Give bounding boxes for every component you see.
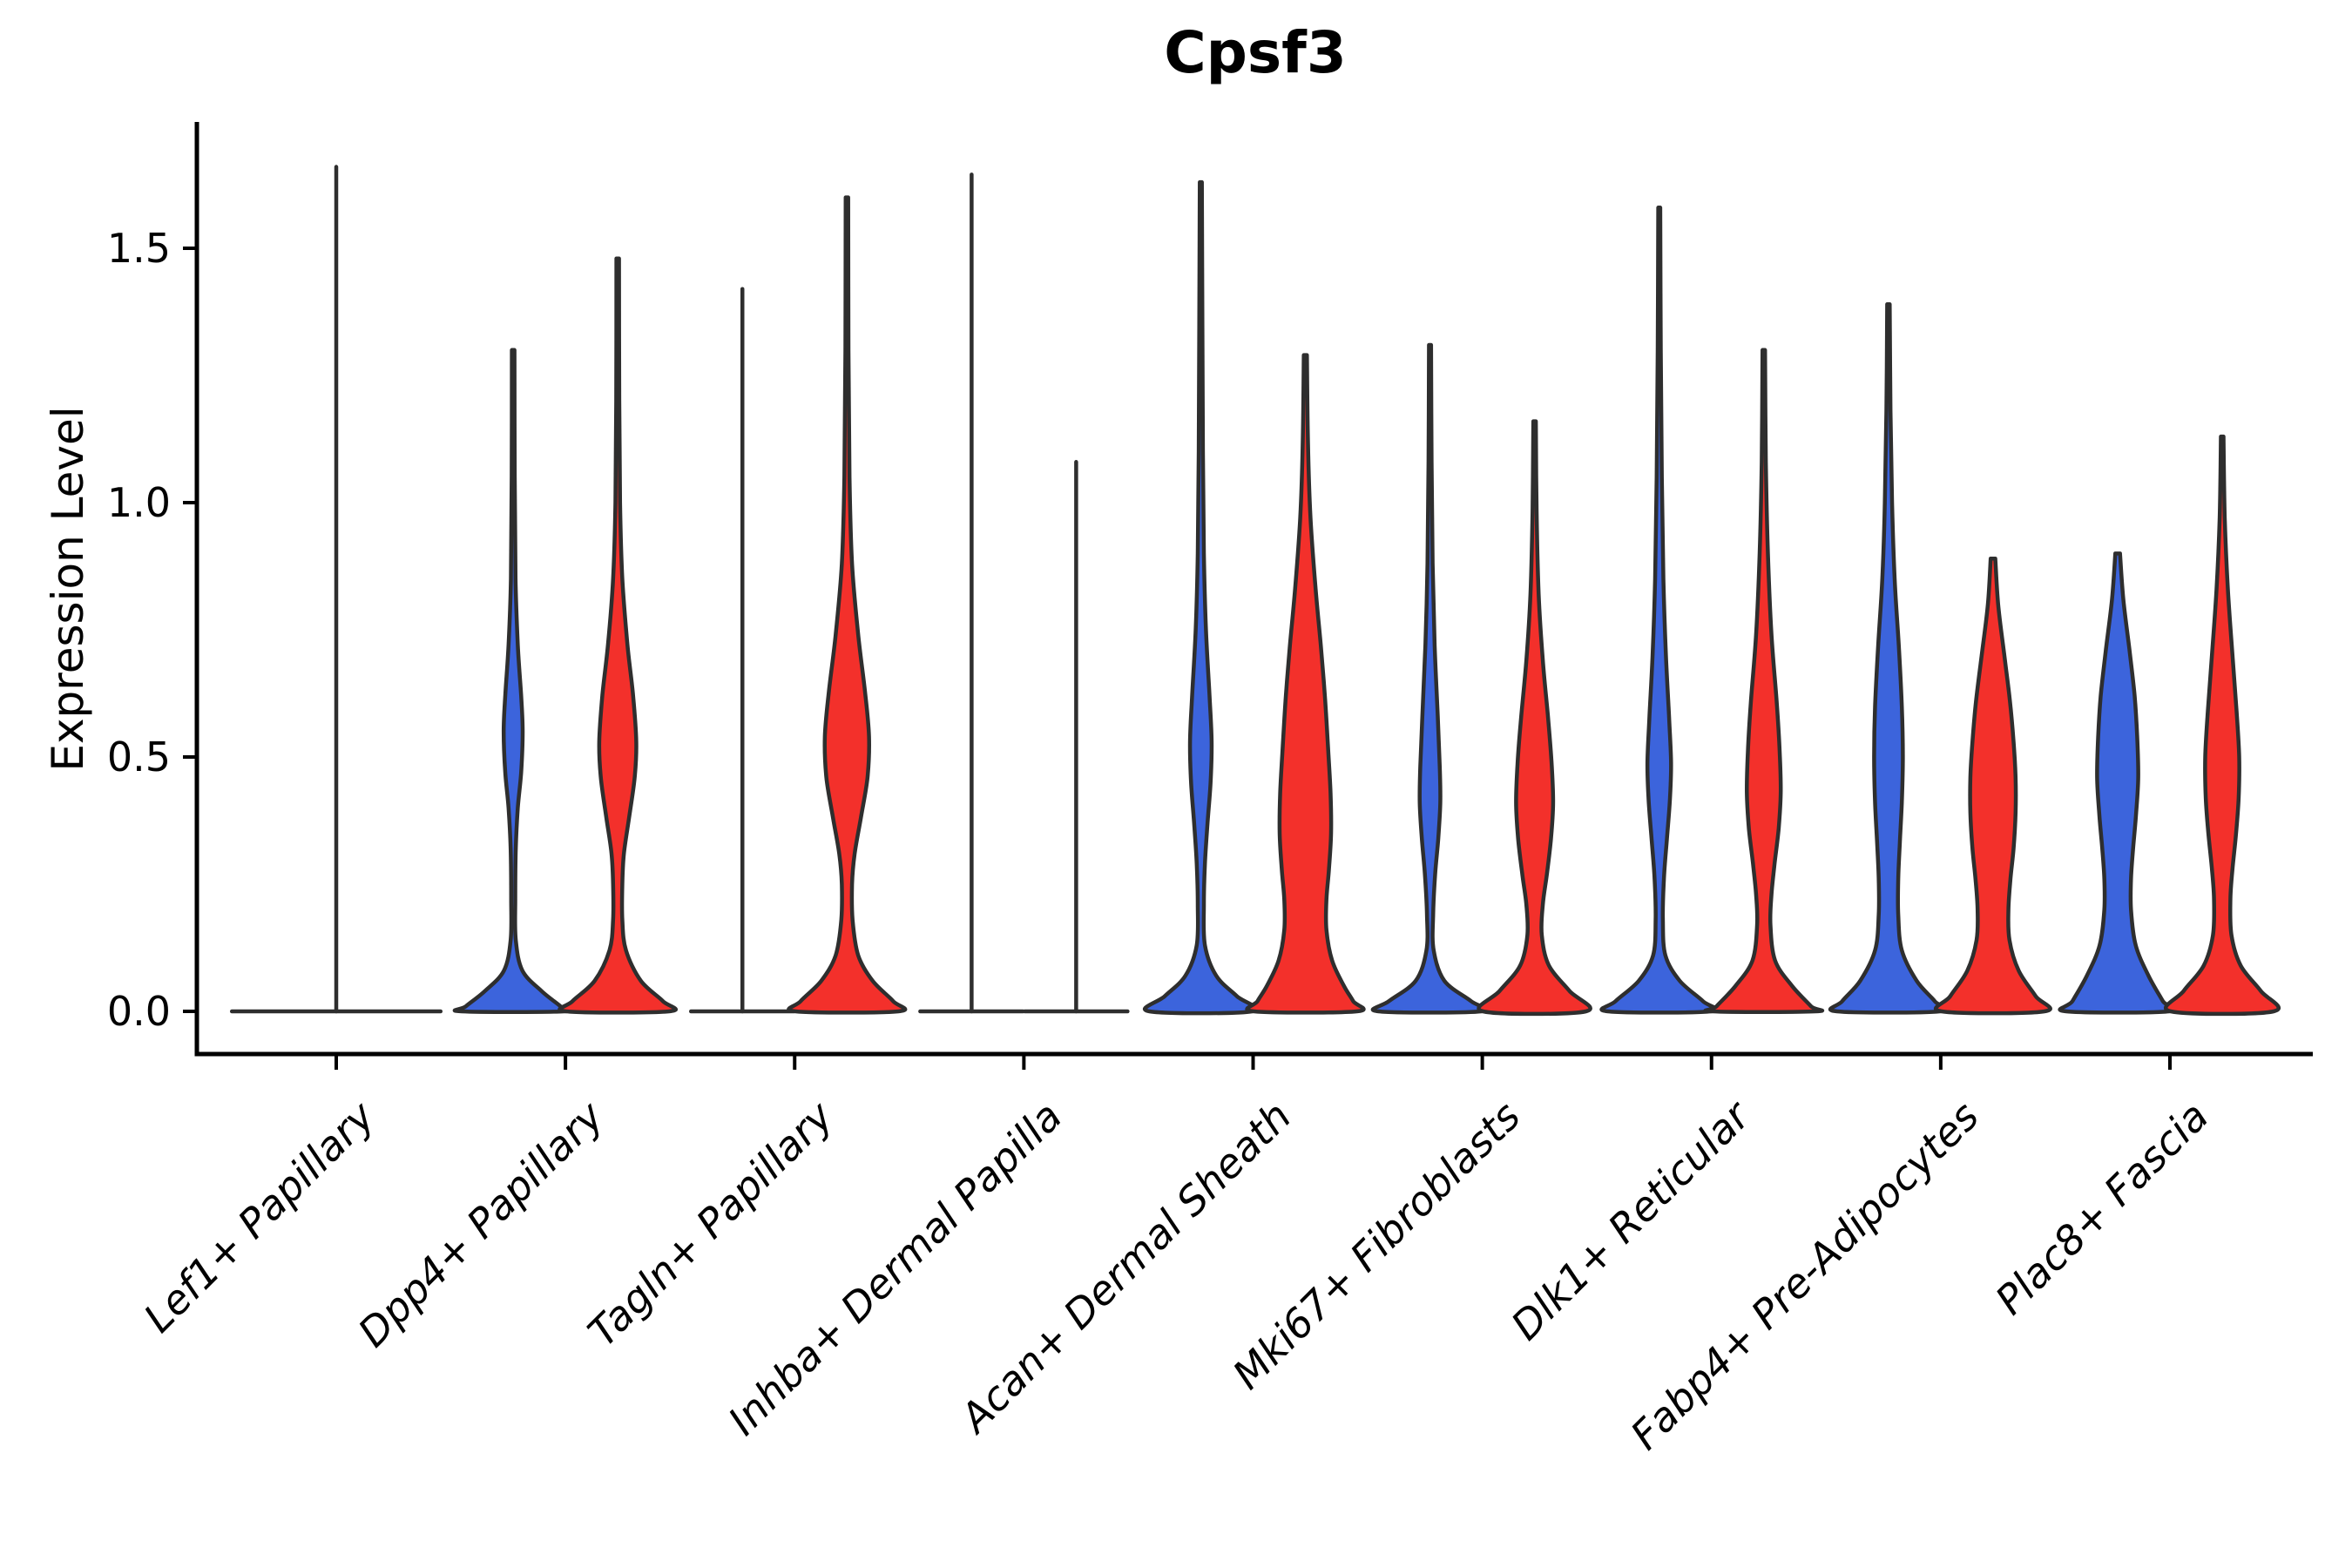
y-tick-label: 1.0 (106, 479, 171, 526)
violin-Dpp4+ Papillary-red (558, 256, 678, 1015)
violin-Acan+ Dermal Sheath-blue (1143, 179, 1259, 1016)
violin-Dlk1+ Reticular-blue (1599, 206, 1720, 1015)
violin-Plac8+ Fascia-blue (2058, 551, 2178, 1015)
violin-Tagln+ Papillary-red (787, 195, 908, 1015)
violin-Acan+ Dermal Sheath-red (1245, 353, 1366, 1015)
violin-Fabp4+ Pre-Adipocytes-red (1933, 556, 2052, 1016)
violin-Mki67+ Fibroblasts-red (1477, 419, 1592, 1017)
violin-Dpp4+ Papillary-blue (452, 348, 574, 1014)
chart-title: Cpsf3 (1164, 19, 1347, 86)
y-tick-label: 1.5 (106, 225, 171, 272)
y-tick-label: 0.5 (106, 733, 171, 781)
y-axis-label: Expression Level (43, 406, 93, 772)
violin-Fabp4+ Pre-Adipocytes-blue (1828, 301, 1949, 1015)
y-tick-label: 0.0 (106, 988, 171, 1035)
violin-Mki67+ Fibroblasts-blue (1370, 342, 1490, 1015)
violin-Plac8+ Fascia-red (2163, 434, 2281, 1017)
violin-Dlk1+ Reticular-red (1703, 348, 1824, 1014)
